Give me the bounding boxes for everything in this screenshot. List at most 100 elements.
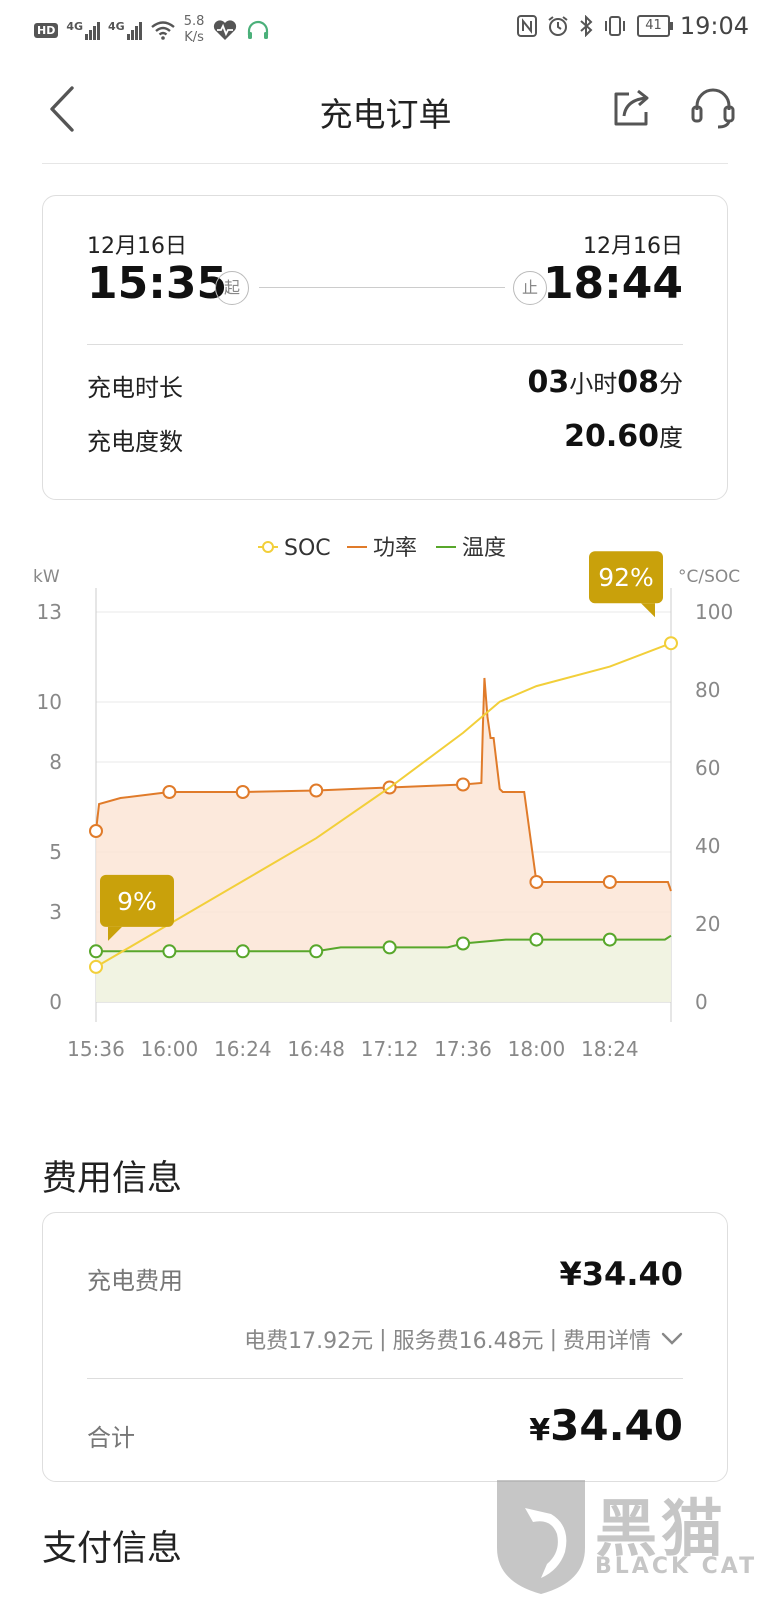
- chevron-down-icon[interactable]: [661, 1332, 683, 1346]
- fee-separator-2: |: [549, 1326, 557, 1352]
- soc-label-text: 9%: [117, 887, 157, 916]
- soc-series-point: [664, 636, 678, 651]
- fee-section-title: 费用信息: [42, 1159, 183, 1199]
- headphones-status-icon: [248, 20, 269, 39]
- legend-label: 功率: [373, 536, 417, 561]
- charge-fee-amount: ¥34.40: [559, 1255, 683, 1293]
- total-currency: ¥: [529, 1413, 551, 1448]
- sim2-label: 4G: [108, 20, 125, 33]
- network-speed-unit: K/s: [184, 30, 204, 45]
- soc-label-tail: [108, 926, 122, 941]
- duration-value: 03小时08分: [528, 364, 684, 400]
- temperature-series-point: [456, 936, 471, 951]
- total-label: 合计: [87, 1424, 135, 1452]
- fee-card: 充电费用 ¥34.40 电费17.92元 | 服务费16.48元 | 费用详情 …: [42, 1212, 728, 1482]
- legend-label: 温度: [462, 536, 506, 561]
- x-tick-label: 17:12: [361, 1037, 419, 1061]
- left-tick-label: 13: [37, 600, 62, 624]
- power-series-point: [456, 777, 471, 792]
- x-tick-label: 15:36: [67, 1037, 125, 1061]
- start-time: 15:35: [87, 258, 228, 309]
- duration-hours-unit: 小时: [569, 370, 618, 398]
- charging-chart: SOC 功率 温度 kW °C/SOC 0 3 5 8 10 13 0 20 40 60 80 100 15:36…: [0, 530, 771, 1090]
- energy-unit: 度: [659, 424, 683, 452]
- soc-label-bubble: [589, 551, 663, 604]
- right-tick-label: 40: [695, 834, 720, 858]
- x-tick-label: 18:24: [581, 1037, 639, 1061]
- right-tick-label: 0: [695, 990, 708, 1014]
- charge-fee-label: 充电费用: [87, 1267, 183, 1295]
- start-date: 12月16日: [87, 234, 187, 259]
- left-tick-label: 10: [37, 690, 62, 714]
- page-title: 充电订单: [319, 95, 452, 134]
- x-tick-label: 16:00: [141, 1037, 199, 1061]
- left-axis-title: kW: [33, 567, 60, 587]
- temperature-series-point: [602, 932, 617, 947]
- temperature-series-point: [89, 944, 103, 959]
- soc-series-line: [95, 642, 672, 968]
- right-tick-label: 60: [695, 756, 720, 780]
- sim1-signal-icon: 4G: [66, 20, 101, 40]
- soc-label-bubble: [100, 874, 174, 927]
- fee-detail-link[interactable]: 费用详情: [562, 1329, 651, 1354]
- alarm-icon: [548, 16, 568, 36]
- left-tick-label: 0: [49, 990, 62, 1014]
- back-arrow-icon[interactable]: [42, 84, 82, 134]
- power-series-line: [95, 677, 672, 892]
- watermark-subtext: BLACK CAT: [595, 1554, 758, 1579]
- status-bar-left: HD 4G 4G 5.8 K/s: [34, 14, 270, 46]
- x-tick-label: 16:24: [214, 1037, 272, 1061]
- start-badge: 起: [215, 271, 249, 305]
- battery-indicator: 41: [637, 15, 673, 37]
- fee-breakdown: 电费17.92元 | 服务费16.48元 | 费用详情: [244, 1323, 683, 1355]
- black-cat-logo-icon: [497, 1480, 585, 1594]
- right-tick-label: 100: [695, 600, 733, 624]
- power-series-point: [309, 783, 324, 798]
- left-tick-label: 3: [49, 900, 62, 924]
- right-tick-label: 20: [695, 912, 720, 936]
- end-date: 12月16日: [583, 234, 683, 259]
- nfc-icon: [517, 15, 538, 37]
- left-tick-label: 5: [49, 840, 62, 864]
- x-tick-label: 18:00: [508, 1037, 566, 1061]
- right-axis-title: °C/SOC: [678, 567, 740, 587]
- right-tick-label: 80: [695, 678, 720, 702]
- total-value: 34.40: [550, 1401, 683, 1450]
- end-time: 18:44: [542, 258, 683, 309]
- network-speed-value: 5.8: [183, 14, 205, 29]
- service-fee: 服务费16.48元: [392, 1329, 544, 1354]
- card-divider: [87, 344, 683, 345]
- status-bar-right: 41 19:04: [517, 12, 749, 40]
- hd-badge: HD: [34, 22, 59, 38]
- power-series-point: [529, 875, 544, 889]
- soc-series-point: [89, 959, 103, 974]
- energy-label: 充电度数: [87, 428, 183, 456]
- sim2-signal-icon: 4G: [108, 20, 142, 40]
- power-series-area: [96, 678, 671, 1002]
- charging-chart-svg: SOC 功率 温度 kW °C/SOC 0 3 5 8 10 13 0 20 40 60 80 100 15:36…: [33, 536, 740, 1061]
- duration-hours: 03: [527, 365, 570, 400]
- fee-card-divider: [87, 1378, 683, 1379]
- soc-label-text: 92%: [598, 563, 654, 592]
- watermark-text: 黑猫: [595, 1492, 728, 1565]
- temperature-series-point: [382, 940, 397, 955]
- temperature-series-point: [162, 944, 177, 959]
- end-badge: 止: [513, 271, 547, 305]
- timeline-connector: [259, 287, 505, 288]
- x-tick-label: 16:48: [287, 1037, 345, 1061]
- temperature-series-point: [529, 932, 544, 947]
- legend-label: SOC: [284, 536, 331, 561]
- energy-value: 20.60度: [564, 418, 683, 454]
- sim1-label: 4G: [66, 20, 84, 33]
- electricity-fee: 电费17.92元: [244, 1329, 374, 1354]
- x-tick-label: 17:36: [434, 1037, 492, 1061]
- customer-service-headset-icon[interactable]: [690, 86, 736, 130]
- share-icon[interactable]: [612, 88, 652, 128]
- energy-amount: 20.60: [564, 419, 659, 454]
- total-amount: ¥34.40: [529, 1401, 683, 1450]
- power-series-point: [162, 785, 177, 799]
- bluetooth-icon: [580, 15, 593, 37]
- fee-separator-1: |: [379, 1326, 387, 1352]
- power-series-point: [89, 824, 103, 838]
- temperature-series-point: [309, 944, 324, 959]
